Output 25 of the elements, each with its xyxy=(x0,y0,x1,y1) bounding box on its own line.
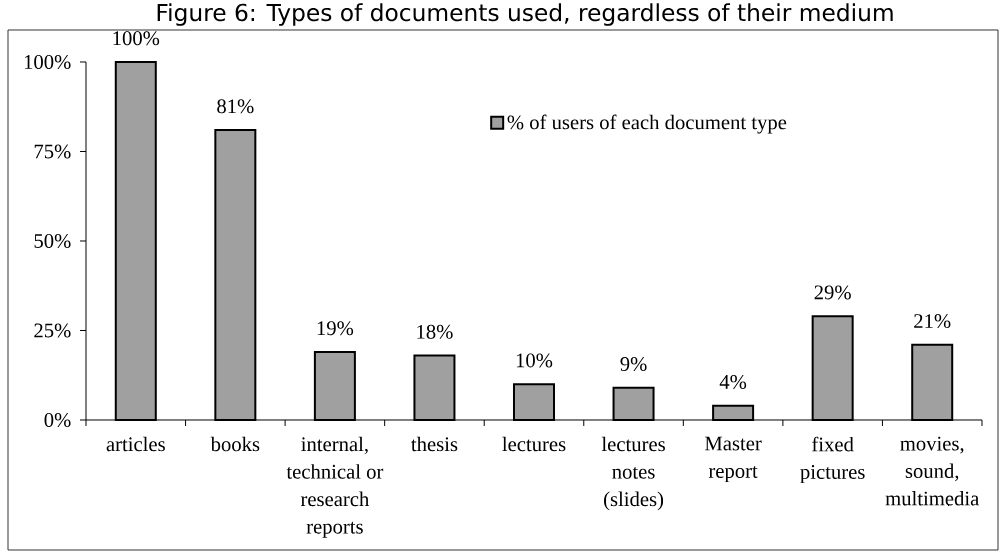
data-label: 10% xyxy=(516,353,553,368)
data-label: 81% xyxy=(217,99,254,114)
data-label: 29% xyxy=(814,285,851,300)
data-label: 18% xyxy=(417,324,453,339)
data-label: 9% xyxy=(620,357,647,372)
y-tick-label: 25% xyxy=(34,323,71,338)
y-tick-label: 75% xyxy=(34,144,71,159)
x-tick-label: internal, technical or research reports xyxy=(286,436,384,538)
x-tick-label: movies, sound, multimedia xyxy=(885,436,980,506)
y-tick-label: 100% xyxy=(24,54,71,69)
x-tick-label: fixed pictures xyxy=(800,436,865,484)
data-label: 19% xyxy=(317,321,354,336)
data-label: 100% xyxy=(113,31,160,46)
x-tick-label: Master report xyxy=(705,436,762,483)
y-tick-label: 50% xyxy=(34,233,71,248)
x-tick-label: lectures notes (slides) xyxy=(601,436,665,511)
x-tick-label: lectures xyxy=(502,436,566,452)
data-label: 4% xyxy=(719,374,747,389)
y-tick-label: 0% xyxy=(44,412,71,427)
x-tick-label: thesis xyxy=(411,436,458,452)
x-tick-label: articles xyxy=(106,436,165,452)
data-label: 21% xyxy=(914,314,951,329)
legend-label: % of users of each document type xyxy=(507,114,787,134)
x-tick-label: books xyxy=(210,436,260,452)
chart-title: Figure 6: Types of documents used, regardless of their medium xyxy=(157,3,893,26)
